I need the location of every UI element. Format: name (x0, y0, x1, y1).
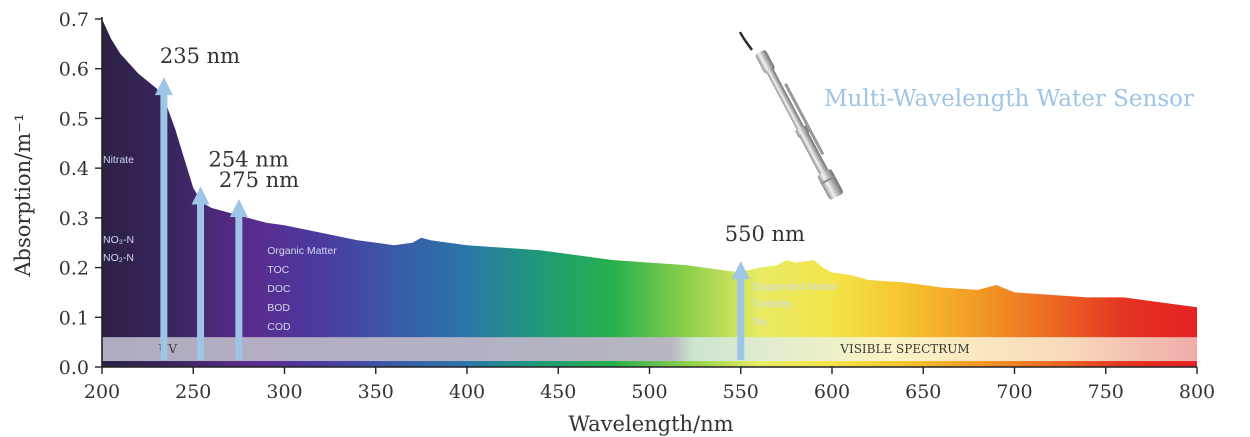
x-tick-label: 350 (358, 381, 394, 403)
marker-254: 254 nm (191, 148, 289, 360)
sensor-cable (738, 31, 754, 51)
marker-label: 254 nm (209, 148, 289, 172)
y-tick-label: 0.0 (59, 357, 89, 379)
marker-shaft (235, 212, 243, 360)
marker-shaft (737, 275, 745, 360)
marker-label: 275 nm (219, 168, 299, 192)
marker-550: 550 nm (725, 222, 805, 360)
suspended-annotation: Suspended Matter Turbidity Tss (752, 281, 838, 328)
x-tick-label: 600 (814, 381, 850, 403)
sensor-title: Multi-Wavelength Water Sensor (824, 86, 1194, 112)
nitrate-annotation-line: NO₂-N (103, 252, 134, 264)
suspended-annotation-line: Suspended Matter (752, 281, 838, 293)
band-label-1: VISIBLE SPECTRUM (839, 342, 969, 356)
marker-275: 275 nm (219, 168, 299, 360)
marker-235: 235 nm (154, 44, 240, 361)
y-tick-label: 0.4 (59, 158, 89, 180)
x-tick-label: 750 (1088, 381, 1124, 403)
marker-shaft (197, 200, 205, 360)
organic-annotation-line: COD (267, 321, 291, 333)
nitrate-annotation: Nitrate NO₃-N NO₂-N (103, 154, 134, 264)
organic-annotation-line: Organic Matter (267, 245, 337, 257)
x-tick-label: 550 (723, 381, 759, 403)
marker-arrowhead (229, 198, 248, 217)
organic-annotation-line: BOD (267, 302, 290, 314)
marker-arrowhead (731, 261, 750, 280)
organic-annotation-line: DOC (267, 283, 291, 295)
y-tick-label: 0.2 (59, 258, 89, 280)
y-axis-title: Absorption/m⁻¹ (11, 113, 35, 277)
organic-annotation: Organic Matter TOC DOC BOD COD (267, 245, 337, 333)
marker-arrowhead (191, 186, 210, 205)
y-tick-label: 0.1 (59, 307, 89, 329)
absorption-area (102, 19, 1197, 367)
x-tick-label: 700 (996, 381, 1032, 403)
y-tick-label: 0.7 (59, 9, 89, 31)
marker-shaft (160, 91, 168, 361)
x-tick-label: 650 (905, 381, 941, 403)
x-tick-label: 800 (1179, 381, 1215, 403)
marker-arrowhead (154, 77, 173, 96)
x-tick-label: 500 (631, 381, 667, 403)
organic-annotation-line: TOC (267, 264, 289, 276)
y-tick-label: 0.5 (59, 108, 89, 130)
y-tick-label: 0.6 (59, 59, 89, 81)
nitrate-annotation-line: Nitrate (103, 154, 134, 166)
x-tick-label: 400 (449, 381, 485, 403)
sensor-body (755, 50, 843, 200)
suspended-annotation-line: Turbidity (752, 298, 793, 310)
marker-label: 550 nm (725, 222, 805, 246)
x-tick-label: 250 (175, 381, 211, 403)
x-tick-label: 450 (540, 381, 576, 403)
marker-label: 235 nm (160, 44, 240, 68)
suspended-annotation-line: Tss (752, 316, 768, 328)
x-tick-label: 300 (266, 381, 302, 403)
spectral-band-bar (102, 337, 1197, 362)
x-tick-label: 200 (84, 381, 120, 403)
sensor-probe-image (738, 31, 843, 200)
nitrate-annotation-line: NO₃-N (103, 234, 134, 246)
x-axis-title: Wavelength/nm (568, 412, 733, 436)
y-tick-label: 0.3 (59, 208, 89, 230)
